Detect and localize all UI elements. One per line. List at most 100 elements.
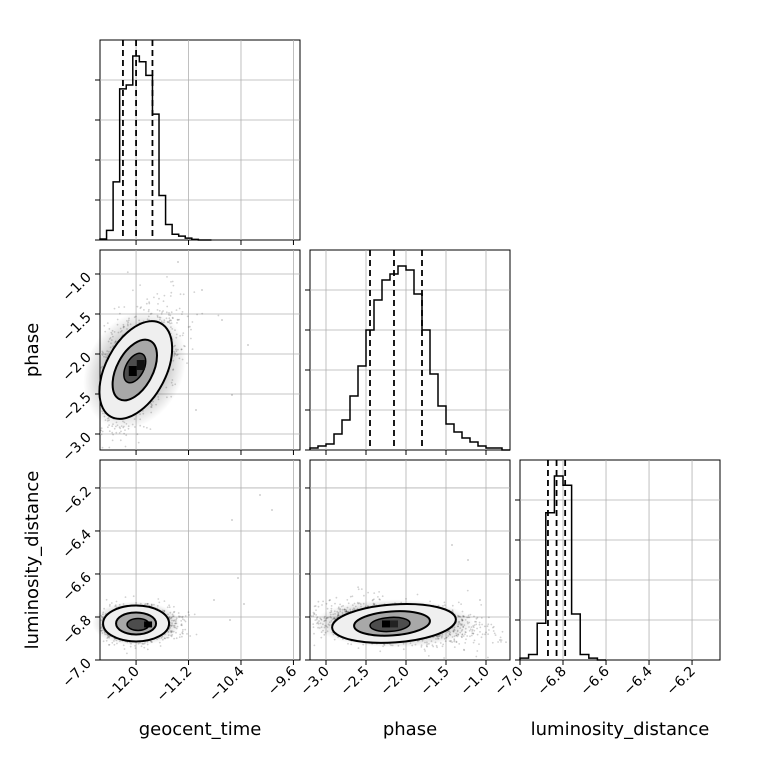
x-tick-label: −11.2 <box>154 664 196 706</box>
sample-point <box>191 348 194 350</box>
sample-point <box>321 604 323 606</box>
sample-point <box>113 307 116 310</box>
sample-point <box>172 284 175 287</box>
sample-point <box>466 635 469 637</box>
sample-point <box>183 619 186 621</box>
sample-point <box>357 588 360 591</box>
sample-point <box>188 614 191 616</box>
sample-point <box>180 624 183 626</box>
sample-point <box>108 644 110 646</box>
sample-point <box>322 600 324 603</box>
sample-point <box>190 337 192 340</box>
sample-point <box>129 645 132 648</box>
sample-point <box>113 643 116 646</box>
sample-point <box>315 614 317 616</box>
sample-point <box>170 281 172 283</box>
sample-point <box>475 623 478 626</box>
x-tick-label: −6.6 <box>577 663 612 698</box>
sample-point <box>476 633 479 636</box>
histogram-layer <box>99 40 607 661</box>
x-label-geocent-time: geocent_time <box>139 719 262 740</box>
sample-point <box>243 603 245 605</box>
sample-point <box>107 426 109 429</box>
sample-point <box>175 637 178 640</box>
sample-point <box>176 322 178 324</box>
sample-point <box>196 313 199 316</box>
sample-point <box>373 598 375 601</box>
sample-point <box>474 620 476 623</box>
sample-point <box>451 544 453 546</box>
sample-point <box>132 595 135 598</box>
sample-point <box>377 596 379 598</box>
sample-point <box>158 309 161 312</box>
sample-point <box>187 326 190 328</box>
sample-point <box>178 616 181 618</box>
sample-point <box>191 321 194 323</box>
sample-point <box>463 648 465 651</box>
sample-point <box>476 627 478 630</box>
sample-point <box>213 599 215 601</box>
sample-point <box>163 600 166 602</box>
sample-point <box>443 601 446 604</box>
sample-point <box>312 611 315 614</box>
sample-point <box>140 306 143 308</box>
y-tick-label: −7.0 <box>59 656 94 691</box>
sample-point <box>320 636 323 639</box>
sample-point <box>171 280 174 283</box>
sample-point <box>168 312 170 314</box>
sample-point <box>347 642 349 645</box>
sample-point <box>351 595 354 598</box>
sample-point <box>378 591 380 593</box>
sample-point <box>492 630 495 632</box>
sample-point <box>453 646 456 648</box>
sample-point <box>201 312 204 315</box>
sample-point <box>346 599 349 601</box>
sample-point <box>182 628 184 631</box>
x-tick-label: −1.0 <box>457 664 492 699</box>
sample-point <box>472 626 475 629</box>
sample-point <box>189 635 192 637</box>
sample-point <box>483 625 486 628</box>
sample-point <box>176 318 179 321</box>
sample-point <box>108 430 111 433</box>
sample-point <box>426 645 428 648</box>
sample-point <box>146 648 149 651</box>
sample-point <box>478 621 481 624</box>
sample-point <box>424 650 426 652</box>
density-layer <box>83 310 474 648</box>
y-tick-label: −6.4 <box>59 526 94 561</box>
sample-point <box>119 439 122 442</box>
density-peak <box>382 620 390 628</box>
sample-point <box>108 643 111 646</box>
sample-point <box>182 332 185 334</box>
sample-point <box>165 311 168 314</box>
sample-point <box>466 589 469 592</box>
sample-point <box>118 306 120 308</box>
x-tick-label: −6.8 <box>534 664 569 699</box>
sample-point <box>431 644 434 647</box>
sample-point <box>490 623 493 626</box>
sample-point <box>162 310 165 312</box>
sample-point <box>478 643 480 645</box>
sample-point <box>475 655 478 658</box>
sample-point <box>315 609 317 612</box>
sample-point <box>480 604 483 606</box>
sample-point <box>479 626 482 629</box>
sample-point <box>443 657 445 659</box>
sample-point <box>168 604 171 607</box>
sample-point <box>363 594 365 597</box>
x-label-luminosity-distance: luminosity_distance <box>531 719 710 740</box>
sample-point <box>349 595 352 598</box>
sample-point <box>423 648 426 651</box>
sample-point <box>325 602 328 605</box>
panel-distance-vs-geocent-time <box>99 459 301 661</box>
sample-point <box>169 314 172 317</box>
sample-point <box>467 559 469 561</box>
sample-point <box>173 610 176 613</box>
sample-point <box>100 429 103 432</box>
density-peak <box>136 360 145 370</box>
sample-point <box>182 632 184 635</box>
histogram-luminosity_distance <box>519 475 607 661</box>
sample-point <box>166 276 168 278</box>
sample-point <box>487 656 489 659</box>
